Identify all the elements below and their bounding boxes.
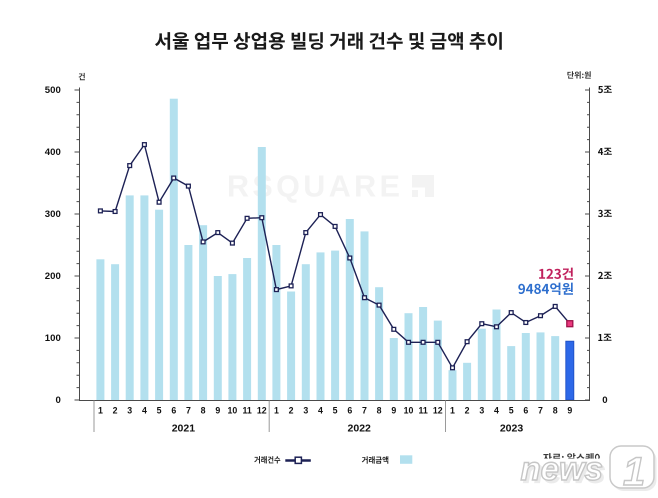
- svg-text:7: 7: [362, 406, 367, 416]
- svg-text:12: 12: [257, 406, 267, 416]
- svg-text:8: 8: [201, 406, 206, 416]
- svg-text:2: 2: [465, 406, 470, 416]
- svg-text:100: 100: [45, 333, 61, 344]
- svg-text:2023: 2023: [500, 423, 524, 435]
- svg-text:6: 6: [171, 406, 176, 416]
- svg-text:9: 9: [567, 406, 572, 416]
- svg-text:2022: 2022: [348, 423, 372, 435]
- svg-text:1: 1: [623, 450, 645, 493]
- svg-text:0: 0: [55, 395, 60, 406]
- svg-text:7: 7: [538, 406, 543, 416]
- svg-text:4: 4: [494, 406, 499, 416]
- svg-text:7: 7: [186, 406, 191, 416]
- svg-text:5: 5: [509, 406, 514, 416]
- svg-text:10: 10: [228, 406, 238, 416]
- svg-text:400: 400: [45, 147, 61, 158]
- svg-text:12: 12: [433, 406, 443, 416]
- svg-text:8: 8: [553, 406, 558, 416]
- svg-text:9: 9: [391, 406, 396, 416]
- svg-text:3: 3: [303, 406, 308, 416]
- svg-text:5: 5: [157, 406, 162, 416]
- svg-text:4: 4: [142, 406, 147, 416]
- svg-text:6: 6: [347, 406, 352, 416]
- svg-text:11: 11: [418, 406, 427, 416]
- svg-text:0: 0: [602, 395, 607, 406]
- svg-text:9: 9: [215, 406, 220, 416]
- svg-text:5: 5: [333, 406, 338, 416]
- svg-text:4: 4: [318, 406, 323, 416]
- svg-text:3: 3: [127, 406, 132, 416]
- svg-text:500: 500: [45, 85, 61, 96]
- svg-text:1: 1: [98, 406, 103, 416]
- svg-text:300: 300: [45, 209, 61, 220]
- svg-text:2021: 2021: [172, 423, 196, 435]
- svg-text:11: 11: [242, 406, 251, 416]
- svg-text:1: 1: [450, 406, 455, 416]
- svg-text:2: 2: [113, 406, 118, 416]
- svg-text:8: 8: [377, 406, 382, 416]
- svg-text:200: 200: [45, 271, 61, 282]
- svg-text:6: 6: [523, 406, 528, 416]
- svg-text:news: news: [521, 450, 604, 487]
- svg-text:2: 2: [289, 406, 294, 416]
- svg-text:10: 10: [404, 406, 414, 416]
- svg-text:1: 1: [274, 406, 279, 416]
- svg-text:3: 3: [479, 406, 484, 416]
- svg-text:news: news: [523, 453, 606, 490]
- svg-text:RSQUARE: RSQUARE: [227, 170, 403, 204]
